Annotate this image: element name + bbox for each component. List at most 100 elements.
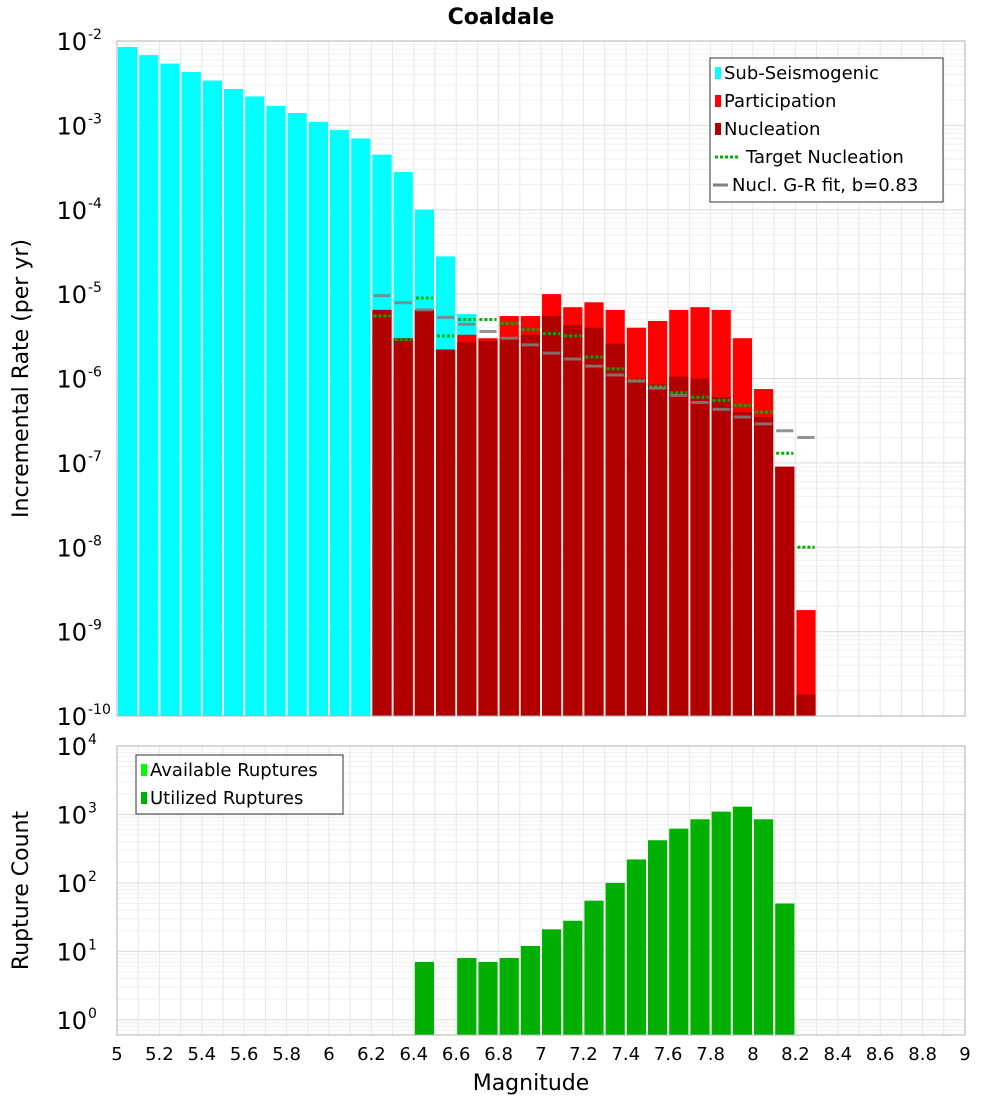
legend-item: Utilized Ruptures: [141, 788, 303, 809]
bar: [393, 338, 413, 716]
y-tick-base: 10: [56, 1007, 87, 1035]
y-tick-base: 10: [56, 703, 87, 731]
y-tick-exponent: 0: [88, 1006, 97, 1022]
y-tick-exponent: -3: [88, 111, 102, 127]
x-tick-label: 7.6: [654, 1044, 683, 1065]
x-tick-label: 5: [111, 1044, 122, 1065]
bar: [690, 378, 710, 716]
bar: [436, 349, 456, 716]
bar: [648, 384, 668, 716]
legend-box: [135, 754, 344, 815]
bar: [542, 929, 562, 1035]
y-tick-exponent: -8: [88, 533, 102, 549]
legend-item: Sub-Seismogenic: [715, 63, 879, 84]
legend-swatch: [715, 123, 721, 135]
bar: [563, 920, 583, 1035]
x-tick-label: 8: [747, 1044, 758, 1065]
bar: [732, 806, 752, 1035]
y-tick-exponent: -5: [88, 280, 102, 296]
bar: [266, 105, 286, 717]
bar: [584, 327, 604, 716]
y-axis-label: Rupture Count: [9, 811, 34, 971]
bar: [605, 882, 625, 1035]
x-tick-label: 6: [323, 1044, 334, 1065]
y-tick-base: 10: [56, 450, 87, 478]
y-tick-base: 10: [56, 112, 87, 140]
y-tick-label: 10: [56, 450, 87, 478]
x-tick-label: 5.6: [230, 1044, 259, 1065]
legend-item: Available Ruptures: [141, 760, 318, 781]
bar: [202, 80, 222, 716]
x-tick-label: 5.2: [145, 1044, 174, 1065]
bar: [690, 819, 710, 1035]
y-tick-label: 10: [56, 366, 87, 394]
bar: [796, 610, 816, 716]
y-tick-exponent: -2: [88, 27, 102, 43]
y-tick-exponent: 2: [88, 869, 97, 885]
x-tick-label: 8.4: [823, 1044, 852, 1065]
bar: [139, 55, 159, 716]
legend-box: [709, 57, 944, 203]
bar: [605, 343, 625, 716]
bar: [224, 88, 244, 716]
legend-item: Nucleation: [715, 119, 820, 140]
bar: [308, 121, 328, 716]
y-tick-base: 10: [56, 938, 87, 966]
bar: [351, 138, 371, 717]
bar: [648, 840, 668, 1035]
legend-label: Nucl. G-R fit, b=0.83: [732, 175, 918, 196]
y-tick-label: 10: [56, 703, 87, 731]
bar: [775, 903, 795, 1035]
y-tick-base: 10: [56, 366, 87, 394]
legend: Available Ruptures Utilized Ruptures: [135, 754, 344, 815]
legend-label: Sub-Seismogenic: [724, 63, 879, 84]
series-nucl-g-r-fit-b-0-83: [373, 294, 815, 439]
y-tick-label: 10: [56, 938, 87, 966]
y-tick-base: 10: [56, 801, 87, 829]
y-tick-exponent: 3: [88, 800, 97, 816]
y-tick-exponent: -4: [88, 196, 102, 212]
bar: [542, 316, 562, 716]
legend-label: Target Nucleation: [745, 147, 904, 168]
bar: [457, 342, 477, 716]
x-tick-label: 8.8: [908, 1044, 937, 1065]
chart-title: Coaldale: [448, 5, 555, 30]
bar: [584, 900, 604, 1035]
y-tick-label: 10: [56, 281, 87, 309]
legend-item: Nucl. G-R fit, b=0.83: [713, 175, 918, 196]
x-tick-label: 5.8: [272, 1044, 301, 1065]
x-tick-label: 7.8: [696, 1044, 725, 1065]
bar: [414, 309, 434, 716]
bar: [118, 46, 138, 717]
y-tick-base: 10: [56, 870, 87, 898]
y-tick-exponent: -10: [88, 702, 111, 718]
bar: [754, 819, 774, 1035]
plot-frame: [116, 745, 966, 1036]
bar: [563, 325, 583, 716]
y-tick-label: 10: [56, 534, 87, 562]
x-tick-label: 7: [535, 1044, 546, 1065]
y-tick-label: 10: [56, 1007, 87, 1035]
series-nucleation: [372, 309, 816, 716]
y-tick-exponent: 1: [88, 937, 97, 953]
x-tick-label: 6.6: [442, 1044, 471, 1065]
bar: [499, 338, 519, 716]
plot-frame: [116, 40, 966, 717]
bar: [287, 113, 307, 716]
y-tick-label: 10: [56, 619, 87, 647]
y-tick-base: 10: [56, 197, 87, 225]
bar: [626, 859, 646, 1035]
bar: [372, 309, 392, 716]
bar: [796, 694, 816, 716]
bar: [754, 416, 774, 716]
x-tick-label: 8.6: [866, 1044, 895, 1065]
x-tick-label: 6.4: [399, 1044, 428, 1065]
y-tick-label: 10: [56, 801, 87, 829]
y-tick-base: 10: [56, 733, 87, 761]
y-tick-exponent: 4: [88, 732, 97, 748]
x-tick-label: 5.4: [187, 1044, 216, 1065]
bar: [478, 340, 498, 716]
